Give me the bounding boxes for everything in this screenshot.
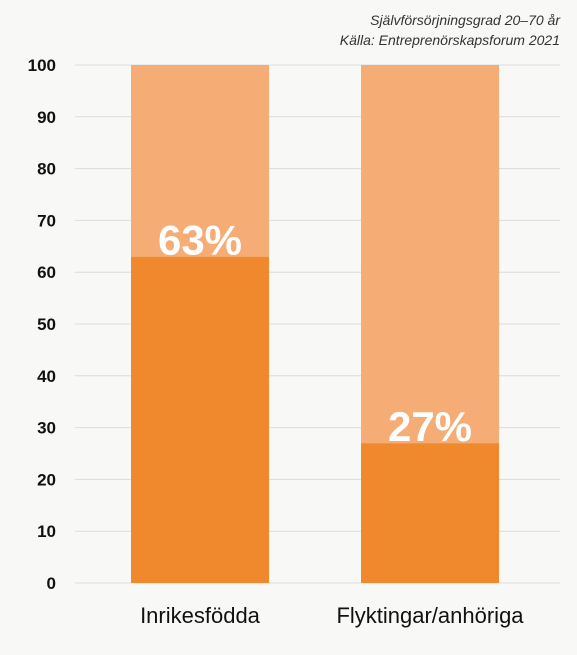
bar-remainder: [361, 65, 499, 444]
y-tick-label: 30: [37, 419, 56, 438]
bar-value: [131, 256, 269, 583]
y-tick-label: 50: [37, 315, 56, 334]
bar-value: [361, 443, 499, 583]
x-axis-tick-labels: Inrikesfödda Flyktingar/anhöriga: [140, 603, 524, 628]
x-tick-label: Flyktingar/anhöriga: [336, 603, 524, 628]
chart-subtitle-line-2: Källa: Entreprenörskapsforum 2021: [339, 32, 560, 48]
data-labels: 63% 27%: [158, 217, 472, 450]
y-tick-label: 20: [37, 470, 56, 489]
y-tick-label: 80: [37, 160, 56, 179]
y-tick-label: 10: [37, 522, 56, 541]
chart-subtitle-line-1: Självförsörjningsgrad 20–70 år: [370, 12, 560, 28]
x-tick-label: Inrikesfödda: [140, 603, 261, 628]
y-tick-label: 0: [47, 574, 56, 593]
y-axis-tick-labels: 0 10 20 30 40 50 60 70 80 90 100: [28, 56, 56, 593]
y-tick-label: 100: [28, 56, 56, 75]
bars: [131, 65, 499, 583]
y-tick-label: 40: [37, 367, 56, 386]
bar-remainder: [131, 65, 269, 257]
y-tick-label: 70: [37, 211, 56, 230]
data-label: 27%: [388, 403, 472, 450]
y-tick-label: 90: [37, 108, 56, 127]
data-label: 63%: [158, 217, 242, 264]
y-tick-label: 60: [37, 263, 56, 282]
